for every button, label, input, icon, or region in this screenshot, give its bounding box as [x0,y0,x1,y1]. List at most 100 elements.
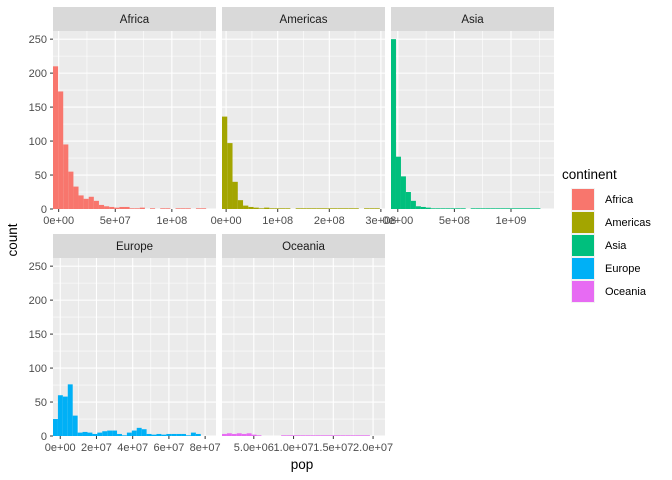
y-tick-label: 100 [29,363,47,375]
histogram-bar [364,208,370,209]
histogram-bar [325,435,331,436]
x-tick-label: 0e+00 [382,215,413,227]
histogram-bar [102,431,108,436]
histogram-bar [320,435,326,436]
histogram-bar [195,208,202,209]
histogram-bar [360,435,365,436]
histogram-bar [195,433,201,436]
strip-americas [222,7,385,31]
x-tick-label: 2.0e+07 [353,442,393,454]
histogram-bar [364,435,370,436]
legend-item-africa: Africa [571,188,634,211]
histogram-bar [535,208,541,209]
legend-label: Americas [605,217,651,229]
histogram-bar [350,435,356,436]
histogram-bar [175,208,181,209]
histogram-bar [181,433,187,436]
plot-background-oceania [222,258,385,436]
histogram-bar [345,435,351,436]
histogram-bar [78,195,84,209]
histogram-bar [124,206,130,209]
histogram-bar [156,433,162,436]
x-axis-title: pop [291,457,314,472]
legend-swatch [572,258,594,279]
histogram-bar [470,208,476,209]
histogram-bar [114,207,120,209]
histogram-bar [274,208,280,209]
histogram-bar [295,208,301,209]
histogram-bar [82,431,88,436]
x-tick-label: 5e+08 [439,215,470,227]
histogram-bar [222,116,228,209]
strip-label-oceania: Oceania [282,241,325,253]
histogram-bar [391,39,396,209]
histogram-bar [335,435,341,436]
histogram-bar [520,208,526,209]
histogram-bar [98,204,105,209]
histogram-bar [109,206,115,209]
legend-label: Africa [605,194,634,206]
x-tick-label: 0e+00 [43,215,74,227]
histogram-bar [315,435,321,436]
histogram-bar [53,66,59,209]
strip-label-americas: Americas [280,14,328,26]
histogram-bar [92,433,98,436]
x-tick-label: 5.0e+06 [234,442,274,454]
legend-item-europe: Europe [571,257,640,280]
histogram-bar [53,419,58,436]
histogram-bar [510,208,516,209]
histogram-bar [374,208,380,209]
histogram-bar [227,143,233,209]
y-tick-label: 0 [41,431,47,443]
legend-swatch [572,281,594,302]
gridlines-oceania [222,258,385,437]
histogram-bar [139,207,145,209]
legend-swatch [572,189,594,210]
histogram-bar [77,432,83,436]
panel-europe: Europe 0 50 100 150 200 250 0e+00 2e+07 4e+07 6e+0… [29,234,221,454]
legend-item-americas: Americas [571,211,651,234]
x-tick-label: 6e+07 [153,442,184,454]
legend-swatch [572,235,594,256]
strip-africa [53,7,216,31]
strip-europe [53,234,216,258]
histogram-bar [420,206,426,209]
histogram-bar [67,384,73,436]
x-axis-europe: 0e+00 2e+07 4e+07 6e+07 8e+07 [45,436,221,454]
panel-americas: Americas 0e+00 1e+08 2e+08 3e+08 [211,7,396,227]
legend-swatch [572,212,594,233]
histogram-bar [269,208,275,209]
histogram-bar [151,434,157,436]
histogram-bar [281,435,287,436]
histogram-bar [117,433,122,436]
strip-label-europe: Europe [116,241,153,253]
legend-item-oceania: Oceania [571,280,647,303]
histogram-bar [450,208,456,209]
histogram-bar [88,196,94,209]
histogram-bar [58,91,64,209]
y-tick-label: 200 [29,295,47,307]
histogram-bar [222,433,227,436]
histogram-bar [72,415,78,436]
histogram-bar [97,432,103,436]
histogram-bar [440,208,446,209]
histogram-bar [236,433,242,436]
x-axis-asia: 0e+00 5e+08 1e+09 [382,209,526,227]
histogram-bar [83,198,89,209]
histogram-bar [73,186,79,209]
histogram-bar [87,432,93,436]
x-tick-label: 0e+00 [211,215,242,227]
y-tick-label: 50 [35,397,47,409]
histogram-bar [129,208,135,209]
histogram-bar [107,430,113,436]
histogram-bar [126,432,132,436]
histogram-bar [136,427,142,436]
legend-label: Asia [605,240,627,252]
gridlines-americas [222,31,385,210]
histogram-bar [149,208,156,209]
legend: continent Africa Americas Asia Europe Oceani… [562,167,651,303]
y-tick-label: 100 [29,136,47,148]
plot-background-europe [53,258,216,436]
histogram-bar [321,208,328,209]
